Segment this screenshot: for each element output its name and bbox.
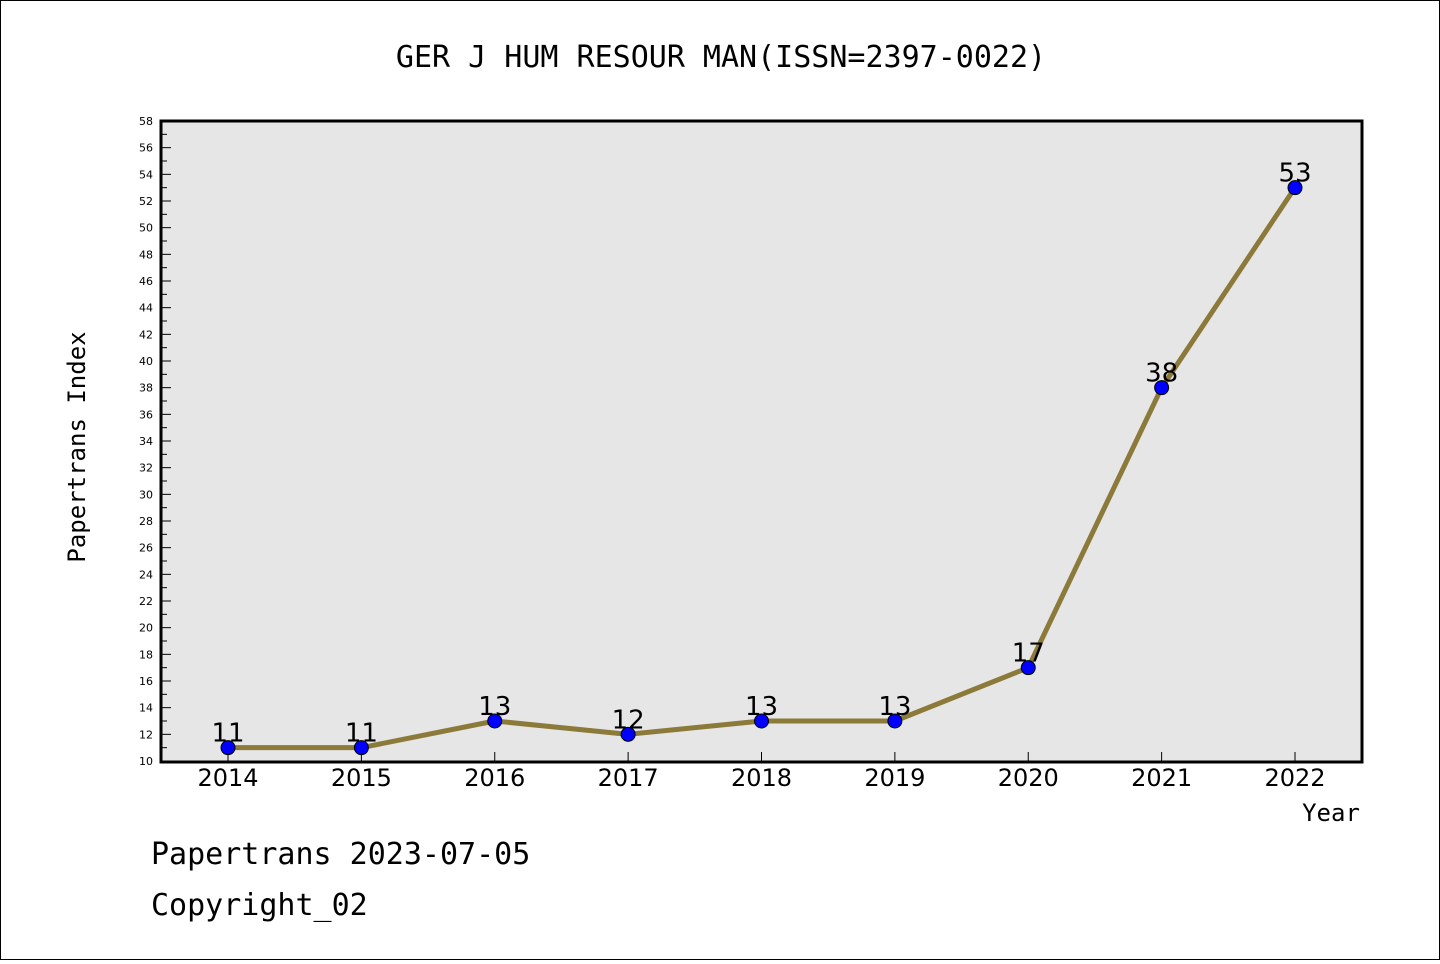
data-label: 13 — [745, 692, 778, 722]
x-tick-label: 2014 — [197, 764, 258, 792]
x-tick-label: 2022 — [1264, 764, 1325, 792]
x-axis-label: Year — [1302, 799, 1360, 827]
x-tick-label: 2020 — [998, 764, 1059, 792]
y-tick-label: 44 — [139, 302, 153, 315]
y-axis: 10 12 14 16 18 20 22 24 26 28 30 32 34 36 38 40 42 44 46 48… — [139, 115, 171, 768]
y-tick-label: 54 — [139, 168, 153, 181]
x-tick-label: 2017 — [598, 764, 659, 792]
y-tick-label: 36 — [139, 408, 153, 421]
data-point — [220, 740, 236, 756]
y-tick-label: 32 — [139, 462, 153, 475]
footer-copyright: Copyright_02 — [151, 888, 368, 923]
data-point — [1287, 180, 1303, 196]
x-tick-label: 2021 — [1131, 764, 1192, 792]
y-tick-label: 18 — [139, 648, 153, 661]
y-tick-label: 40 — [139, 355, 153, 368]
data-label: 11 — [345, 719, 378, 749]
data-point — [353, 740, 369, 756]
x-axis: 2014 2015 2016 2017 2018 2019 2020 2021 2022 — [197, 752, 1326, 792]
y-tick-label: 20 — [139, 622, 153, 635]
y-tick-label: 46 — [139, 275, 153, 288]
data-labels: 11 11 13 12 13 13 17 38 53 — [211, 159, 1311, 749]
y-tick-label: 38 — [139, 382, 153, 395]
x-tick-label: 2018 — [731, 764, 792, 792]
data-point — [887, 713, 903, 729]
data-point — [1154, 380, 1170, 396]
footer-source: Papertrans 2023-07-05 — [151, 837, 530, 872]
y-tick-label: 52 — [139, 195, 153, 208]
data-label: 11 — [211, 719, 244, 749]
data-point — [487, 713, 503, 729]
data-label: 53 — [1278, 159, 1311, 189]
plot-area — [159, 119, 1364, 764]
data-label: 12 — [612, 705, 645, 735]
x-tick-label: 2019 — [864, 764, 925, 792]
data-point — [620, 726, 636, 742]
y-tick-label: 50 — [139, 222, 153, 235]
data-point — [1020, 660, 1036, 676]
y-tick-label: 22 — [139, 595, 153, 608]
data-label: 13 — [478, 692, 511, 722]
y-tick-label: 42 — [139, 328, 153, 341]
y-tick-label: 48 — [139, 248, 153, 261]
y-tick-label: 58 — [139, 115, 153, 128]
y-tick-label: 16 — [139, 675, 153, 688]
data-label: 13 — [878, 692, 911, 722]
chart-title: GER J HUM RESOUR MAN(ISSN=2397-0022) — [396, 40, 1046, 75]
y-tick-label: 26 — [139, 542, 153, 555]
y-tick-label: 12 — [139, 728, 153, 741]
y-tick-label: 14 — [139, 702, 153, 715]
x-tick-label: 2015 — [331, 764, 392, 792]
data-point — [754, 713, 769, 729]
y-axis-label: Papertrans Index — [63, 331, 91, 562]
data-label: 38 — [1145, 359, 1178, 389]
y-tick-label: 30 — [139, 488, 153, 501]
y-tick-label: 10 — [139, 755, 153, 768]
y-tick-label: 56 — [139, 142, 153, 155]
x-tick-label: 2016 — [464, 764, 525, 792]
y-tick-label: 24 — [139, 568, 153, 581]
y-tick-label: 28 — [139, 515, 153, 528]
y-tick-label: 34 — [139, 435, 153, 448]
data-label: 17 — [1012, 639, 1045, 669]
data-points — [220, 180, 1303, 756]
